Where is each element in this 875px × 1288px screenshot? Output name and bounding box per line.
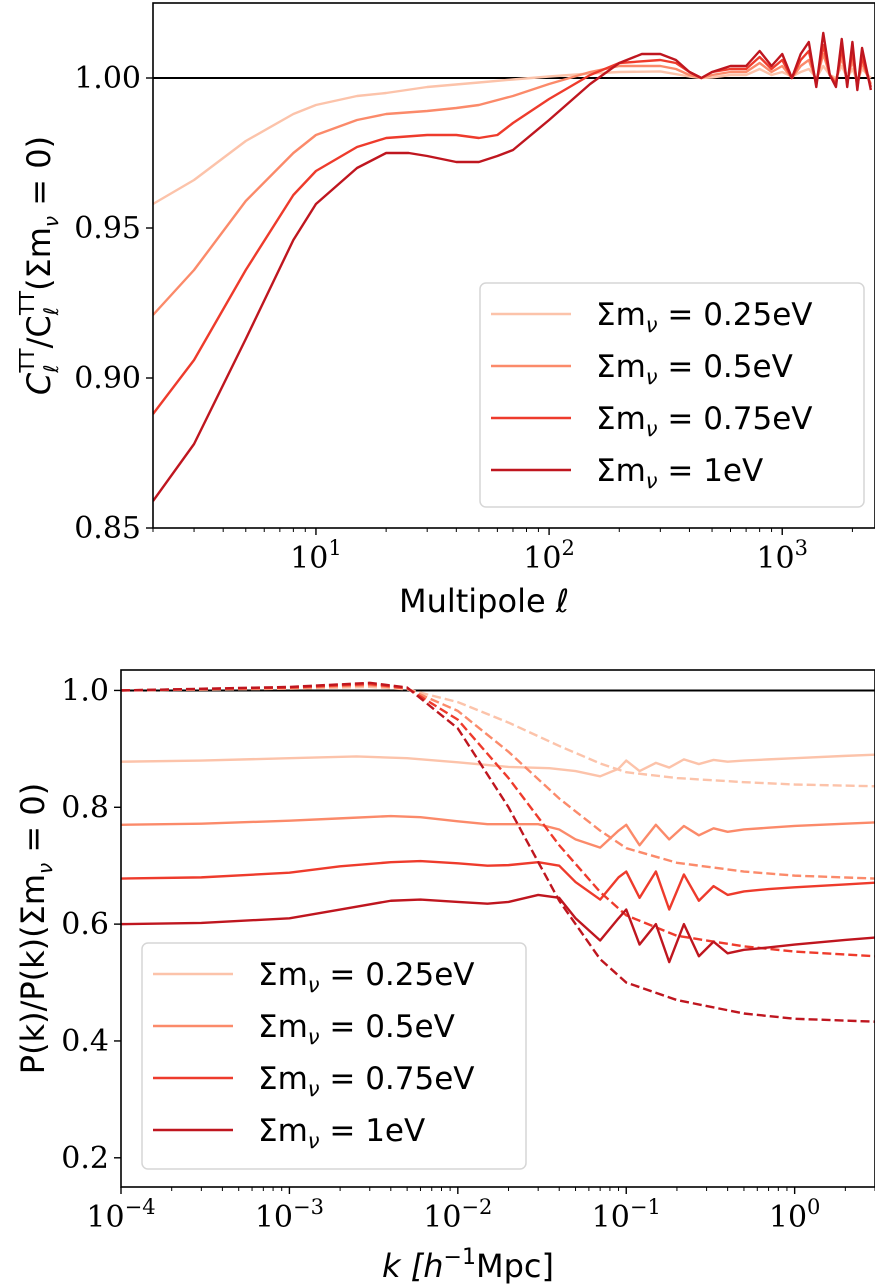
series-dashed-line-0 <box>121 685 875 788</box>
x-tick-label: 10−3 <box>255 1195 324 1235</box>
series-line-0 <box>153 64 872 206</box>
legend-entry-label: Σmν = 0.75eV <box>258 1061 475 1101</box>
matter-power-ratio-chart: 0.2 0.4 0.6 0.8 1.0 10−4 10−3 10−2 10−1 100 k [h−1… <box>14 669 875 1285</box>
series-line-3 <box>153 31 873 502</box>
axes-frame <box>120 669 875 1188</box>
series-solid-line-0 <box>121 753 875 778</box>
x-tick-label: 10−2 <box>423 1195 492 1235</box>
legend-entry-label: Σmν = 0.5eV <box>596 349 793 389</box>
series-dashed-line-3 <box>121 681 875 1023</box>
legend-entry-label: Σmν = 0.25eV <box>258 957 475 997</box>
y-tick-label: 0.95 <box>74 211 141 246</box>
x-axis-label: Multipole ℓ <box>399 582 569 620</box>
y-tick-label: 1.00 <box>74 61 141 96</box>
legend-entry-label: Σmν = 0.25eV <box>596 297 813 337</box>
x-tick-label: 101 <box>290 536 342 576</box>
series-solid-line-3 <box>121 893 875 964</box>
series-lines <box>153 31 875 502</box>
series-solid-line-1 <box>121 814 875 849</box>
legend: Σmν = 0.25eV Σmν = 0.5eV Σmν = 0.75eV Σmν =… <box>479 282 865 508</box>
y-tick-label: 0.8 <box>61 790 109 825</box>
legend-entry-label: Σmν = 0.5eV <box>258 1009 455 1049</box>
x-tick-label: 100 <box>769 1195 821 1235</box>
y-tick-label: 0.85 <box>74 511 141 546</box>
y-tick-label: 0.2 <box>61 1141 109 1176</box>
y-tick-label: 1.0 <box>61 673 109 708</box>
cmb-ratio-chart: 0.85 0.90 0.95 1.00 101 102 103 Multipole ℓ CℓTT… <box>15 2 875 620</box>
series-solid-line-2 <box>121 859 875 911</box>
y-axis-label: CℓTT/CℓTT(Σmν = 0) <box>15 136 63 395</box>
x-tick-label: 103 <box>756 536 808 576</box>
legend-box <box>479 282 865 508</box>
y-tick-label: 0.4 <box>61 1024 109 1059</box>
x-tick-label: 10−4 <box>86 1195 155 1235</box>
legend: Σmν = 0.25eV Σmν = 0.5eV Σmν = 0.75eV Σmν =… <box>141 942 527 1170</box>
series-lines <box>121 681 875 1023</box>
y-tick-label: 0.90 <box>74 361 141 396</box>
legend-entry-label: Σmν = 0.75eV <box>596 401 813 441</box>
legend-entry-label: Σmν = 1eV <box>258 1113 425 1153</box>
legend-entry-label: Σmν = 1eV <box>596 453 763 493</box>
y-tick-label: 0.6 <box>61 907 109 942</box>
x-tick-label: 102 <box>523 536 575 576</box>
series-line-1 <box>153 52 872 316</box>
series-dashed-line-2 <box>121 682 875 958</box>
axes-frame <box>152 2 875 529</box>
x-axis-label: k [h−1Mpc] <box>382 1245 554 1285</box>
legend-box <box>141 942 527 1170</box>
y-axis-label: P(k)/P(k)(Σmν = 0) <box>14 783 57 1074</box>
x-tick-label: 10−1 <box>592 1195 661 1235</box>
